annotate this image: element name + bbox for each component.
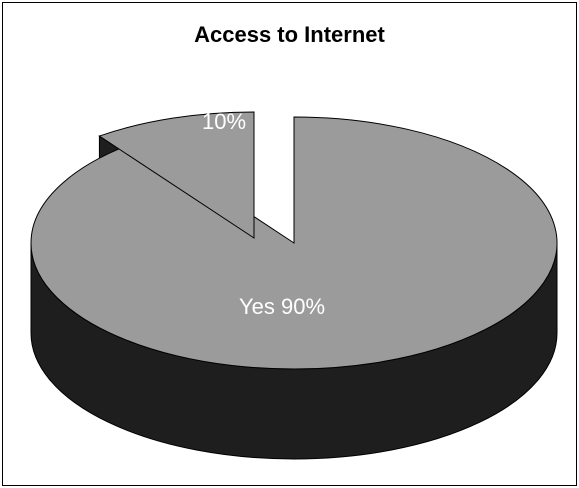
slice-yes	[30, 116, 558, 370]
slice-value-no: 10%	[202, 109, 246, 134]
slice-label-no: No	[208, 80, 236, 105]
slice-no	[98, 111, 255, 239]
chart-title: Access to Internet	[194, 22, 385, 47]
slice-label-yes: Yes 90%	[239, 294, 325, 319]
